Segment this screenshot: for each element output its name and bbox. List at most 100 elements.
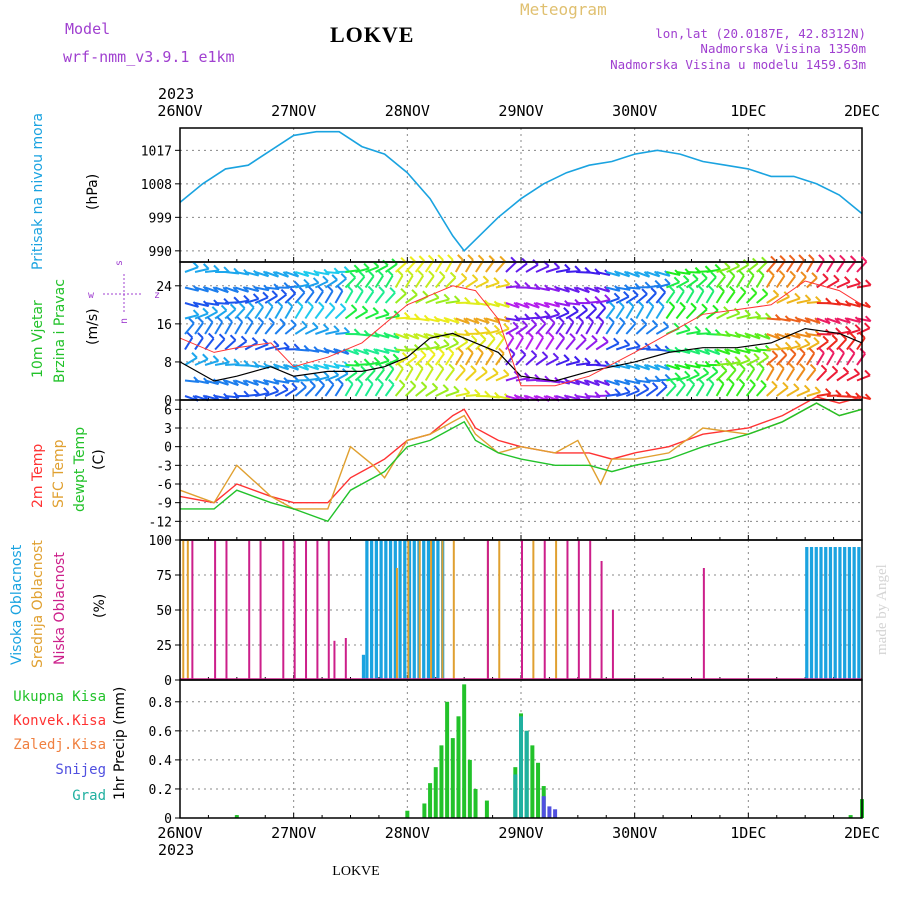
wind-barb [816, 340, 829, 351]
wind-barb [856, 395, 871, 401]
wind-barb [455, 392, 470, 397]
wind-barb [605, 342, 620, 351]
cloud-ylabel-3: Niska Oblacnost [52, 552, 68, 665]
wind-barb-flag [337, 378, 344, 385]
cloud-bar [498, 540, 501, 680]
wind-barb [695, 383, 705, 397]
wind-barb [455, 340, 469, 351]
wind-barb [344, 383, 354, 397]
legend-snijeg: Snijeg [55, 762, 106, 778]
cloud-bar [436, 540, 440, 680]
wind-barb [595, 271, 611, 277]
wind-barb-flag [202, 285, 210, 293]
precip-bar [405, 810, 410, 818]
wind-barb [274, 305, 284, 320]
wind-barb-flag [650, 287, 657, 294]
wind-barb [344, 309, 358, 320]
wind-barb [445, 342, 459, 351]
wind-barb-flag [641, 288, 648, 295]
wind-barb-flag [443, 293, 450, 301]
wind-barb-flag [367, 270, 375, 277]
wind-barb-flag [216, 316, 223, 323]
wind-barb-flag [382, 259, 389, 267]
wind-barb-flag [594, 359, 601, 366]
y-tick-label: -9 [156, 497, 172, 512]
wind-barb-flag [719, 270, 726, 278]
wind-barb-flag [603, 285, 611, 293]
wind-barb-flag [397, 362, 404, 370]
wind-barb-flag [764, 312, 772, 319]
y-tick-label: 3 [164, 422, 172, 437]
wind-barb-flag [599, 302, 607, 309]
wind-barb [726, 348, 741, 355]
wind-barb-flag [503, 323, 510, 330]
wind-barb-flag [710, 271, 717, 278]
wind-barb [826, 339, 838, 351]
date-labels-top: 26NOV 27NOV 28NOV 29NOV 30NOV 1DEC 2DEC [157, 102, 880, 120]
cloud-bar [259, 540, 262, 680]
wind-barb [615, 343, 630, 351]
wind-barb [525, 263, 539, 273]
wind-barb [736, 348, 751, 354]
wind-barb [796, 333, 811, 338]
wind-barb-flag [353, 328, 361, 335]
wind-barb [505, 337, 515, 351]
wind-barb-flag [583, 379, 591, 386]
wind-barb-flag [602, 336, 609, 343]
wind-key-w: w [88, 290, 95, 301]
wind-barb [485, 281, 500, 289]
wind-barb [846, 282, 861, 289]
wind-barb [234, 307, 246, 320]
cloud-bar [843, 547, 847, 680]
wind-barb-flag [308, 286, 315, 293]
legend-grad: Grad [72, 788, 106, 804]
cloud-bar [577, 540, 580, 680]
wind-barb [846, 352, 856, 366]
wind-barb [595, 307, 607, 320]
precip-bar [547, 806, 552, 818]
wind-barb-flag [533, 301, 540, 309]
wind-barb-flag [778, 362, 785, 370]
wind-barb [194, 337, 204, 351]
wind-barb-flag [453, 295, 461, 302]
wind-barb-flag [519, 349, 527, 356]
wind-barb-flag [608, 301, 616, 308]
wind-barb-flag [363, 358, 371, 365]
wind-barb-flag [581, 304, 588, 311]
y-tick-label: 25 [156, 639, 172, 654]
cloud-unit: (%) [92, 594, 108, 618]
wind-barb [194, 286, 209, 293]
wind-barb-flag [507, 331, 515, 339]
wind-barb [785, 353, 797, 366]
cloud-ylabel-2: Srednja Oblacnost [30, 540, 46, 668]
wind-barb [776, 295, 790, 304]
wind-barb-flag [453, 317, 460, 324]
precip-bar [439, 745, 444, 818]
wind-barb-flag [634, 340, 641, 348]
wind-barb [194, 302, 209, 308]
wind-barb [836, 338, 848, 351]
wind-barb-flag [684, 370, 691, 377]
precipitation-panel: 0 0.2 0.4 0.6 0.8 [149, 679, 864, 827]
wind-barb-flag [367, 285, 375, 293]
wind-barb-flag [268, 317, 275, 324]
wind-barb [535, 302, 550, 309]
wind-barb [264, 271, 279, 278]
cloud-bar [828, 547, 833, 680]
wind-barb [796, 317, 811, 324]
wind-barb-flag [809, 363, 817, 371]
wind-barb-flag [453, 385, 460, 393]
wind-barb [535, 336, 545, 351]
wind-barb [475, 317, 490, 324]
wind-barb-flag [664, 373, 672, 381]
wind-barb-flag [220, 304, 228, 312]
wind-barb-flag [309, 380, 316, 387]
wind-barb [716, 348, 731, 356]
wind-barb [434, 353, 445, 366]
panel-frame [179, 679, 863, 819]
wind-barb [334, 372, 349, 382]
wind-barb [826, 317, 841, 325]
wind-barb [545, 357, 559, 366]
pressure-panel: 990 999 1008 1017 [141, 127, 863, 263]
wind-barb-flag [272, 363, 280, 370]
